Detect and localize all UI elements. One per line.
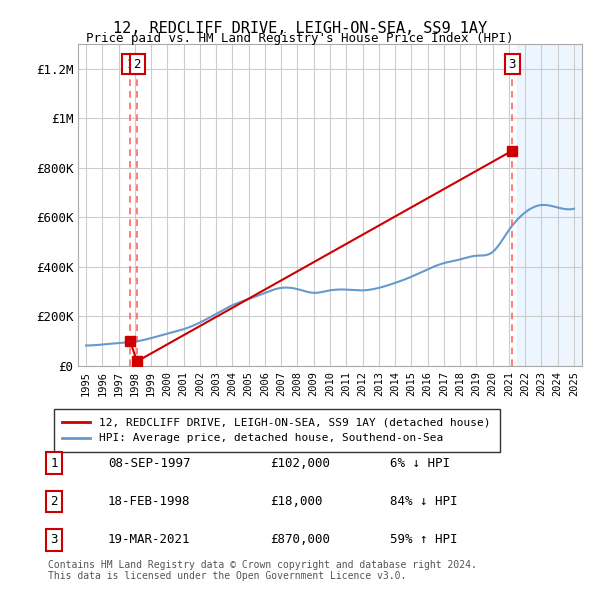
Text: 2: 2 (50, 495, 58, 508)
Text: 6% ↓ HPI: 6% ↓ HPI (390, 457, 450, 470)
Text: Price paid vs. HM Land Registry's House Price Index (HPI): Price paid vs. HM Land Registry's House … (86, 32, 514, 45)
Text: Contains HM Land Registry data © Crown copyright and database right 2024.
This d: Contains HM Land Registry data © Crown c… (48, 559, 477, 581)
Text: £18,000: £18,000 (270, 495, 323, 508)
Text: 3: 3 (509, 58, 516, 71)
Text: 12, REDCLIFF DRIVE, LEIGH-ON-SEA, SS9 1AY: 12, REDCLIFF DRIVE, LEIGH-ON-SEA, SS9 1A… (113, 21, 487, 35)
Text: 19-MAR-2021: 19-MAR-2021 (108, 533, 191, 546)
Legend: 12, REDCLIFF DRIVE, LEIGH-ON-SEA, SS9 1AY (detached house), HPI: Average price, : 12, REDCLIFF DRIVE, LEIGH-ON-SEA, SS9 1A… (53, 409, 500, 453)
Text: 3: 3 (50, 533, 58, 546)
Text: £870,000: £870,000 (270, 533, 330, 546)
Bar (517, 44, 582, 366)
Text: 18-FEB-1998: 18-FEB-1998 (108, 495, 191, 508)
Text: £102,000: £102,000 (270, 457, 330, 470)
Text: 08-SEP-1997: 08-SEP-1997 (108, 457, 191, 470)
Text: 1: 1 (50, 457, 58, 470)
Text: 1: 1 (126, 58, 134, 71)
Text: 2: 2 (133, 58, 141, 71)
Text: 59% ↑ HPI: 59% ↑ HPI (390, 533, 458, 546)
Text: 84% ↓ HPI: 84% ↓ HPI (390, 495, 458, 508)
